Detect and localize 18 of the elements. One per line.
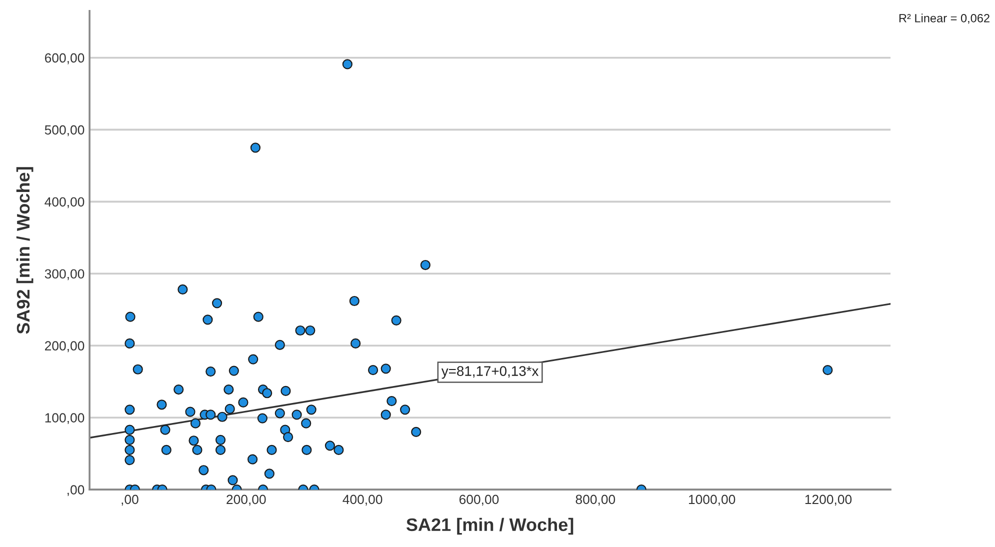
y-tick-label: 200,00	[45, 341, 84, 352]
x-tick-label: 400,00	[342, 494, 382, 506]
x-tick-label: 600,00	[459, 494, 499, 506]
y-axis-title: SA92 [min / Woche]	[16, 167, 34, 334]
x-tick-label: 800,00	[576, 494, 616, 506]
y-tick-label: 400,00	[44, 197, 84, 208]
y-tick-label: 300,00	[44, 269, 84, 280]
x-tick-label: ,00	[122, 494, 138, 506]
annotation: y=81,17+0,13*x	[441, 366, 539, 379]
x-tick-label: 1000,00	[688, 494, 736, 506]
y-tick-label: ,00	[68, 485, 84, 496]
y-tick-label: 100,00	[45, 413, 84, 424]
y-tick-label: 500,00	[44, 125, 84, 136]
x-tick-label: 200,00	[226, 494, 266, 506]
y-tick-label: 600,00	[45, 53, 84, 64]
x-axis-title: SA21 [min / Woche]	[406, 518, 574, 535]
text: R² Linear = 0,062	[899, 14, 990, 24]
x-tick-label: 1200,00	[805, 494, 852, 506]
